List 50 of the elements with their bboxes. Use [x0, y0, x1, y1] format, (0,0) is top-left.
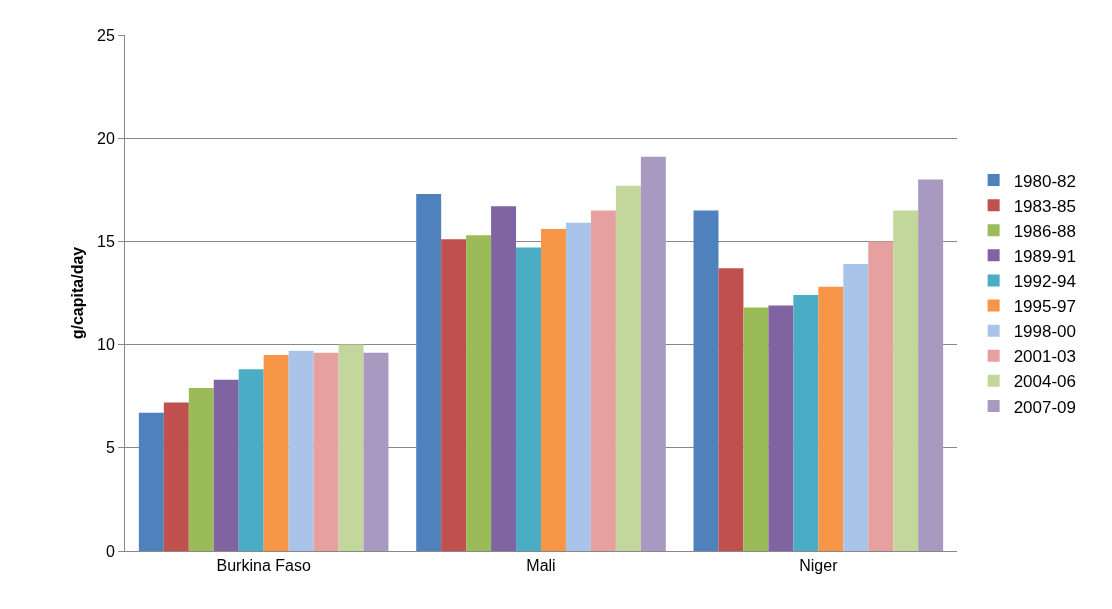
y-axis-title: g/capita/day: [69, 246, 86, 340]
bar: [718, 268, 744, 551]
bar: [516, 247, 541, 551]
y-tick-label: 15: [97, 233, 115, 250]
bar: [338, 344, 364, 551]
bar: [818, 286, 844, 551]
bar: [466, 235, 492, 551]
legend-label: 1998-00: [1013, 322, 1077, 342]
bar: [743, 307, 769, 551]
legend-label: 2004-06: [1013, 372, 1077, 392]
legend-label: 2007-09: [1013, 397, 1077, 417]
legend-label: 1989-91: [1013, 246, 1077, 266]
bar: [843, 264, 869, 551]
x-tick-label: Burkina Faso: [216, 557, 311, 575]
legend-label: 2001-03: [1013, 347, 1077, 367]
bar: [288, 350, 314, 551]
y-tick-label: 10: [97, 336, 115, 354]
legend-label: 1986-88: [1013, 221, 1077, 241]
bar: [590, 210, 616, 551]
legend-label: 1995-97: [1013, 297, 1077, 317]
bar: [363, 352, 389, 551]
bar: [188, 387, 214, 551]
bar: [238, 369, 264, 551]
bar: [918, 179, 944, 551]
bar: [615, 185, 641, 551]
y-tick-label: 20: [97, 129, 115, 147]
bar: [491, 206, 517, 551]
legend-label: 1992-94: [1013, 272, 1077, 292]
y-tick-label: 0: [105, 542, 115, 560]
bar: [868, 241, 894, 551]
bar: [313, 352, 339, 551]
bar: [893, 210, 919, 551]
bar: [565, 222, 591, 551]
legend-label: 1980-82: [1013, 171, 1077, 191]
bar: [416, 193, 442, 551]
bar: [163, 402, 189, 551]
bar: [640, 156, 666, 551]
bar: [768, 305, 794, 551]
bar: [793, 295, 819, 551]
bar: [541, 229, 566, 551]
bar: [138, 412, 164, 551]
x-tick-label: Mali: [526, 557, 556, 575]
y-tick-label: 25: [97, 26, 115, 44]
bar: [213, 379, 239, 551]
x-tick-label: Niger: [799, 557, 839, 575]
bar: [263, 354, 289, 551]
bar: [441, 239, 467, 551]
legend-label: 1983-85: [1013, 196, 1077, 216]
y-tick-label: 5: [105, 439, 115, 457]
bar: [693, 210, 719, 551]
